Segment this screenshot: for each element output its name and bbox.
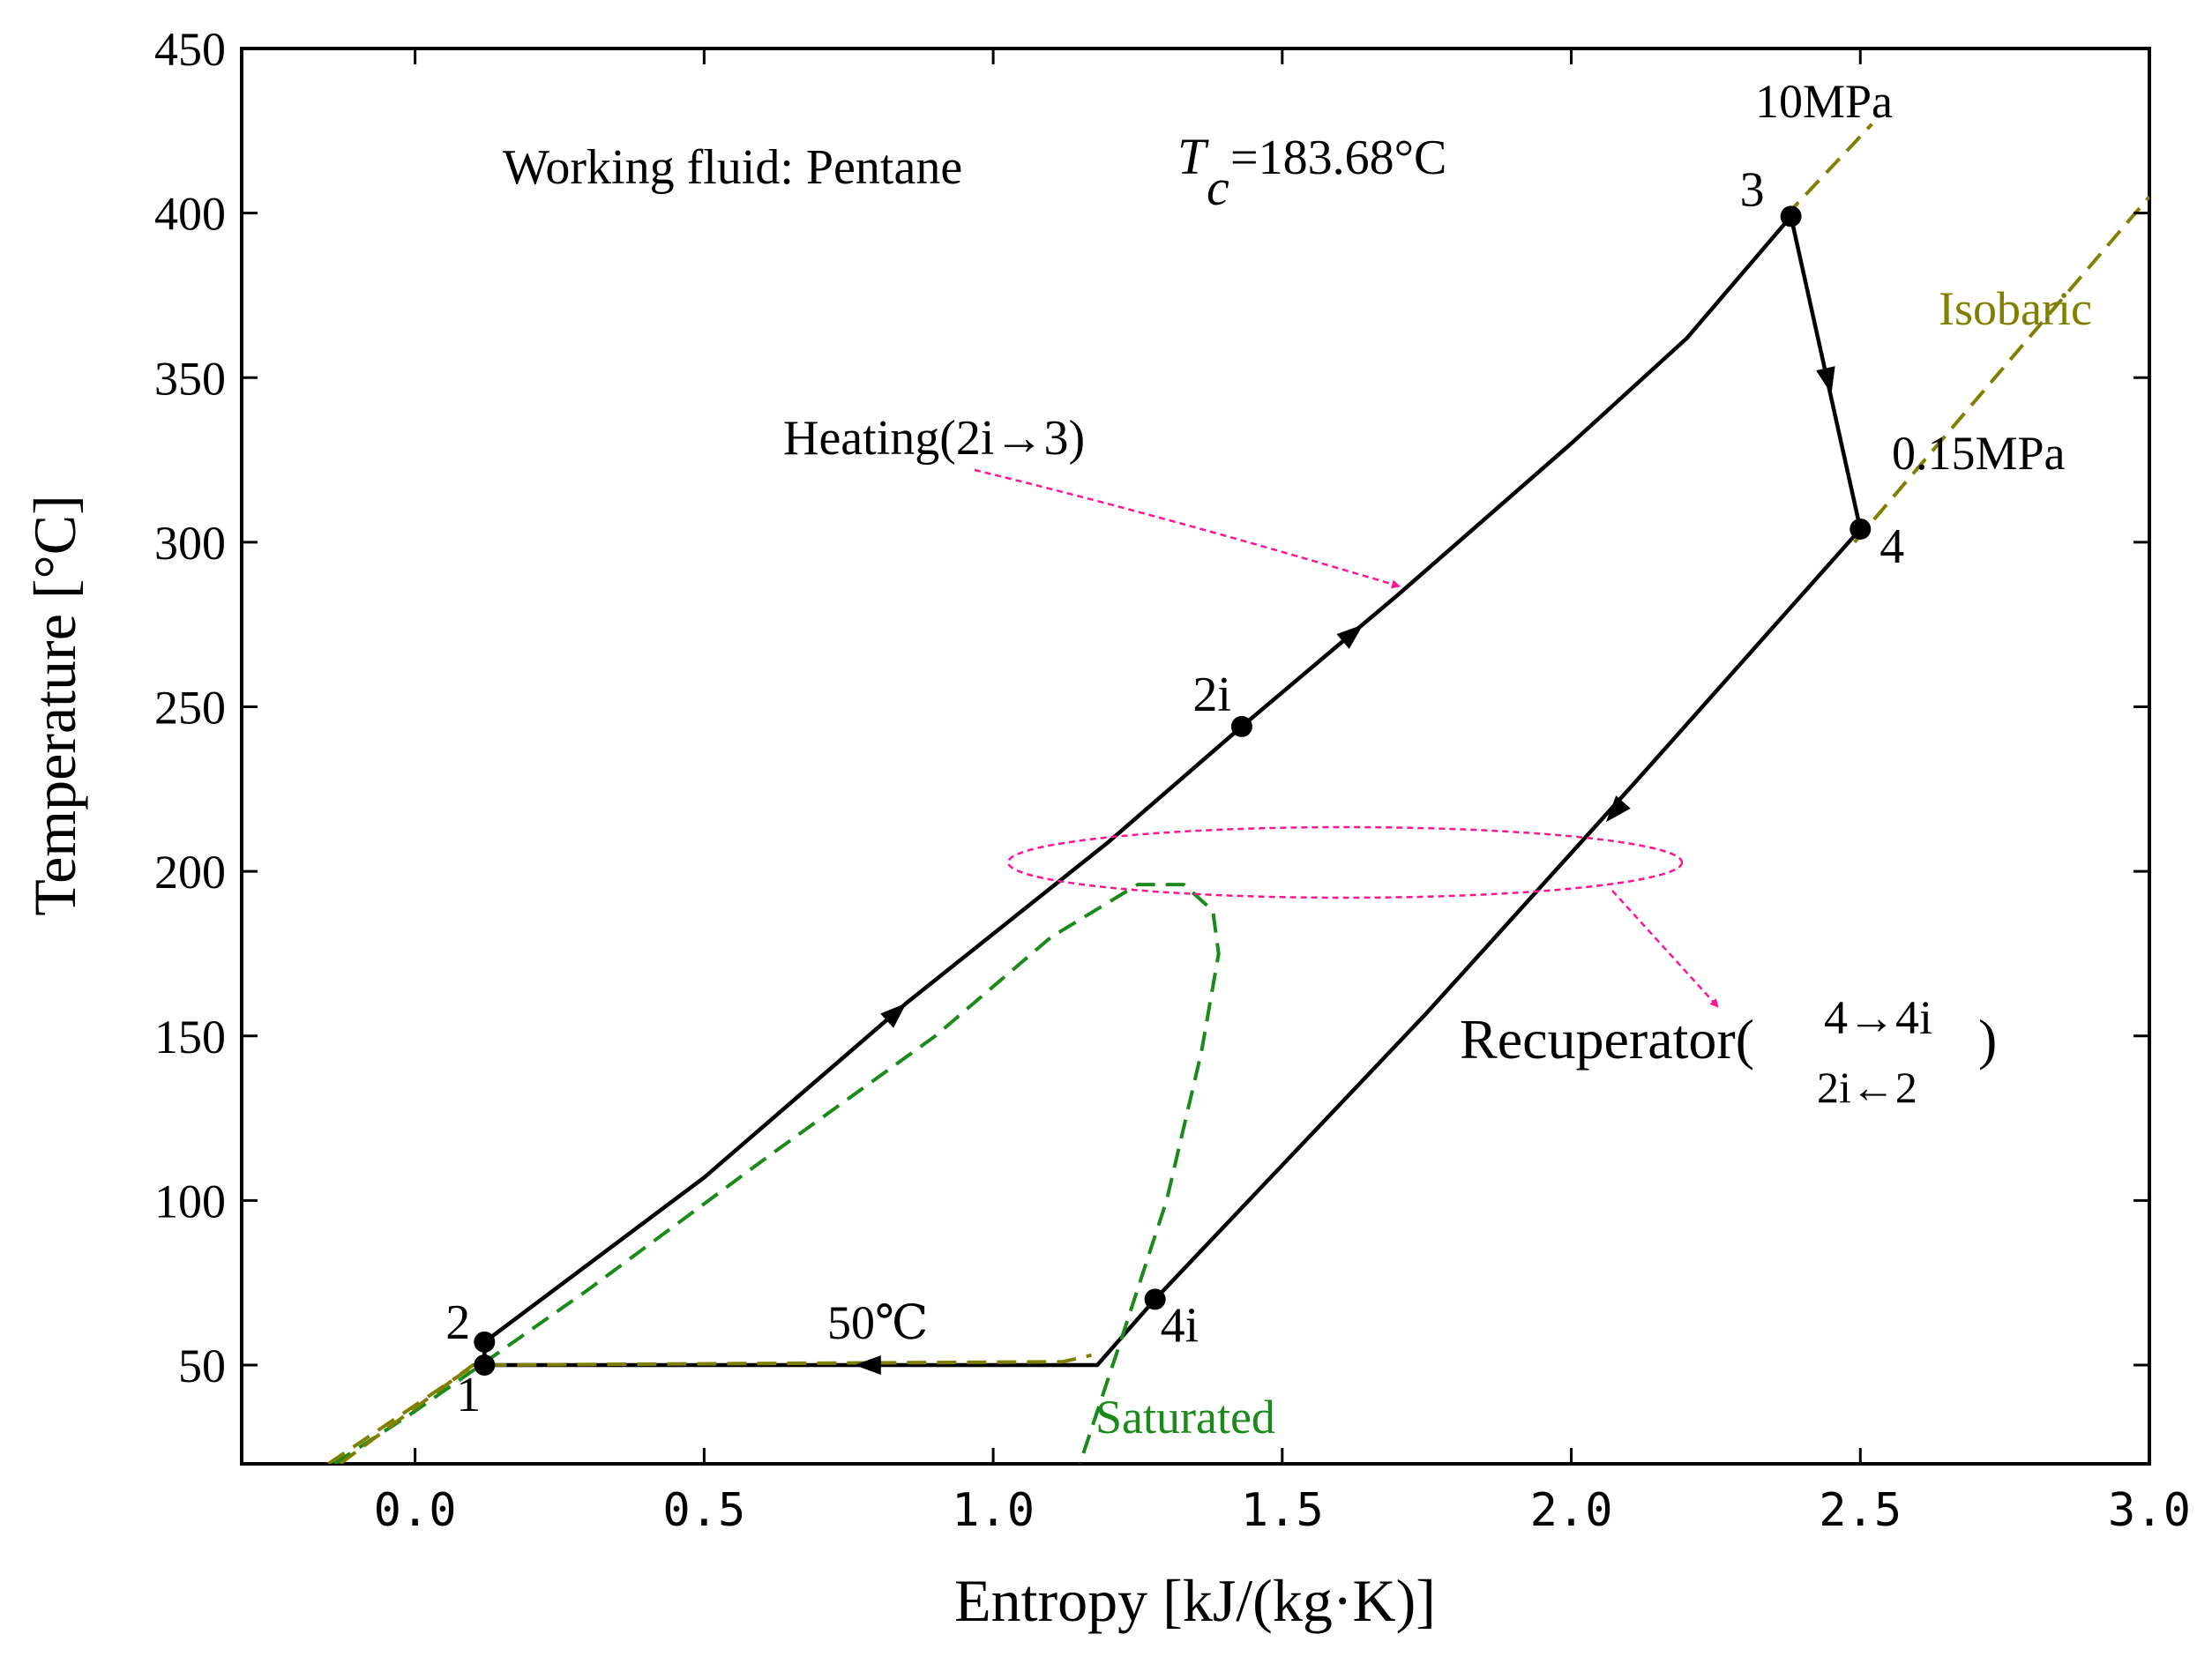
series-isobaric-10mpa-upper: [1783, 123, 1873, 218]
y-tick-label: 350: [154, 352, 226, 405]
tc-value: =183.68°C: [1230, 131, 1446, 185]
x-tick-label: 1.0: [952, 1484, 1035, 1537]
heating-callout-arrow: [974, 468, 1401, 589]
state-label-4i: 4i: [1161, 1298, 1199, 1353]
recuperator-close: ): [1978, 1008, 1997, 1071]
state-point-3: [1780, 205, 1802, 228]
x-tick-label: 3.0: [2108, 1484, 2191, 1537]
state-point-4: [1850, 518, 1872, 540]
state-label-4: 4: [1879, 519, 1904, 574]
y-axis-label: Temperature [°C]: [21, 495, 88, 915]
state-label-1: 1: [456, 1368, 481, 1422]
x-tick-label: 0.5: [662, 1484, 745, 1537]
isobaric-label: Isobaric: [1939, 282, 2092, 335]
state-label-2: 2: [445, 1295, 470, 1350]
series-isobaric-0-15mpa: [339, 1353, 1092, 1464]
recuperator-cold-side: 2i←2: [1817, 1063, 1917, 1112]
y-tick-label: 400: [154, 188, 226, 241]
state-point-1: [474, 1354, 496, 1377]
series-cycle: [482, 214, 1863, 1368]
state-label-2i: 2i: [1192, 668, 1231, 722]
x-tick-label: 0.0: [374, 1484, 457, 1537]
y-tick-label: 150: [154, 1011, 226, 1063]
y-tick-label: 50: [178, 1339, 226, 1392]
x-tick-label: 2.5: [1819, 1484, 1902, 1537]
state-label-3: 3: [1740, 162, 1765, 217]
critical-temperature-annotation: T c =183.68°C: [1177, 128, 1446, 216]
tc-subscript: c: [1207, 159, 1229, 216]
series-saturated: [333, 883, 1221, 1464]
state-point-2: [474, 1331, 496, 1353]
recuperator-ellipse: [1006, 825, 1684, 899]
fluid-annotation: Working fluid: Pentane: [503, 140, 962, 195]
y-tick-label: 200: [154, 846, 226, 899]
y-tick-label: 100: [154, 1175, 226, 1227]
y-tick-label: 250: [154, 682, 226, 735]
y-tick-label: 450: [154, 23, 226, 76]
direction-arrow-3: [1816, 366, 1835, 394]
state-point-2i: [1230, 715, 1252, 737]
recuperator-annotation: Recuperator( 4→4i 2i←2 ): [1460, 991, 1997, 1112]
direction-arrow-5: [854, 1355, 881, 1375]
high-pressure-label: 10MPa: [1755, 75, 1893, 128]
direction-arrow-1: [880, 1003, 907, 1028]
x-tick-label: 2.0: [1530, 1484, 1613, 1537]
condensing-temperature-label: 50℃: [827, 1296, 928, 1349]
x-tick-label: 1.5: [1241, 1484, 1324, 1537]
plot-frame: [240, 47, 2151, 1466]
heating-label: Heating(2i→3): [783, 411, 1085, 466]
recuperator-callout-arrow: [1611, 890, 1719, 1008]
recuperator-hot-side: 4→4i: [1824, 991, 1932, 1044]
recuperator-label: Recuperator(: [1460, 1008, 1754, 1071]
direction-arrow-4: [1605, 795, 1631, 823]
y-tick-label: 300: [154, 517, 226, 570]
low-pressure-label: 0.15MPa: [1892, 427, 2066, 480]
state-point-4i: [1144, 1288, 1166, 1310]
series-isobaric-10mpa: [327, 1356, 486, 1464]
tc-symbol: T: [1177, 128, 1209, 185]
direction-arrow-2: [1336, 624, 1364, 649]
saturated-label: Saturated: [1095, 1391, 1275, 1444]
x-axis-label: Entropy [kJ/(kg·K)]: [954, 1567, 1436, 1634]
series-isobaric-0-15mpa-upper: [1853, 195, 2149, 544]
